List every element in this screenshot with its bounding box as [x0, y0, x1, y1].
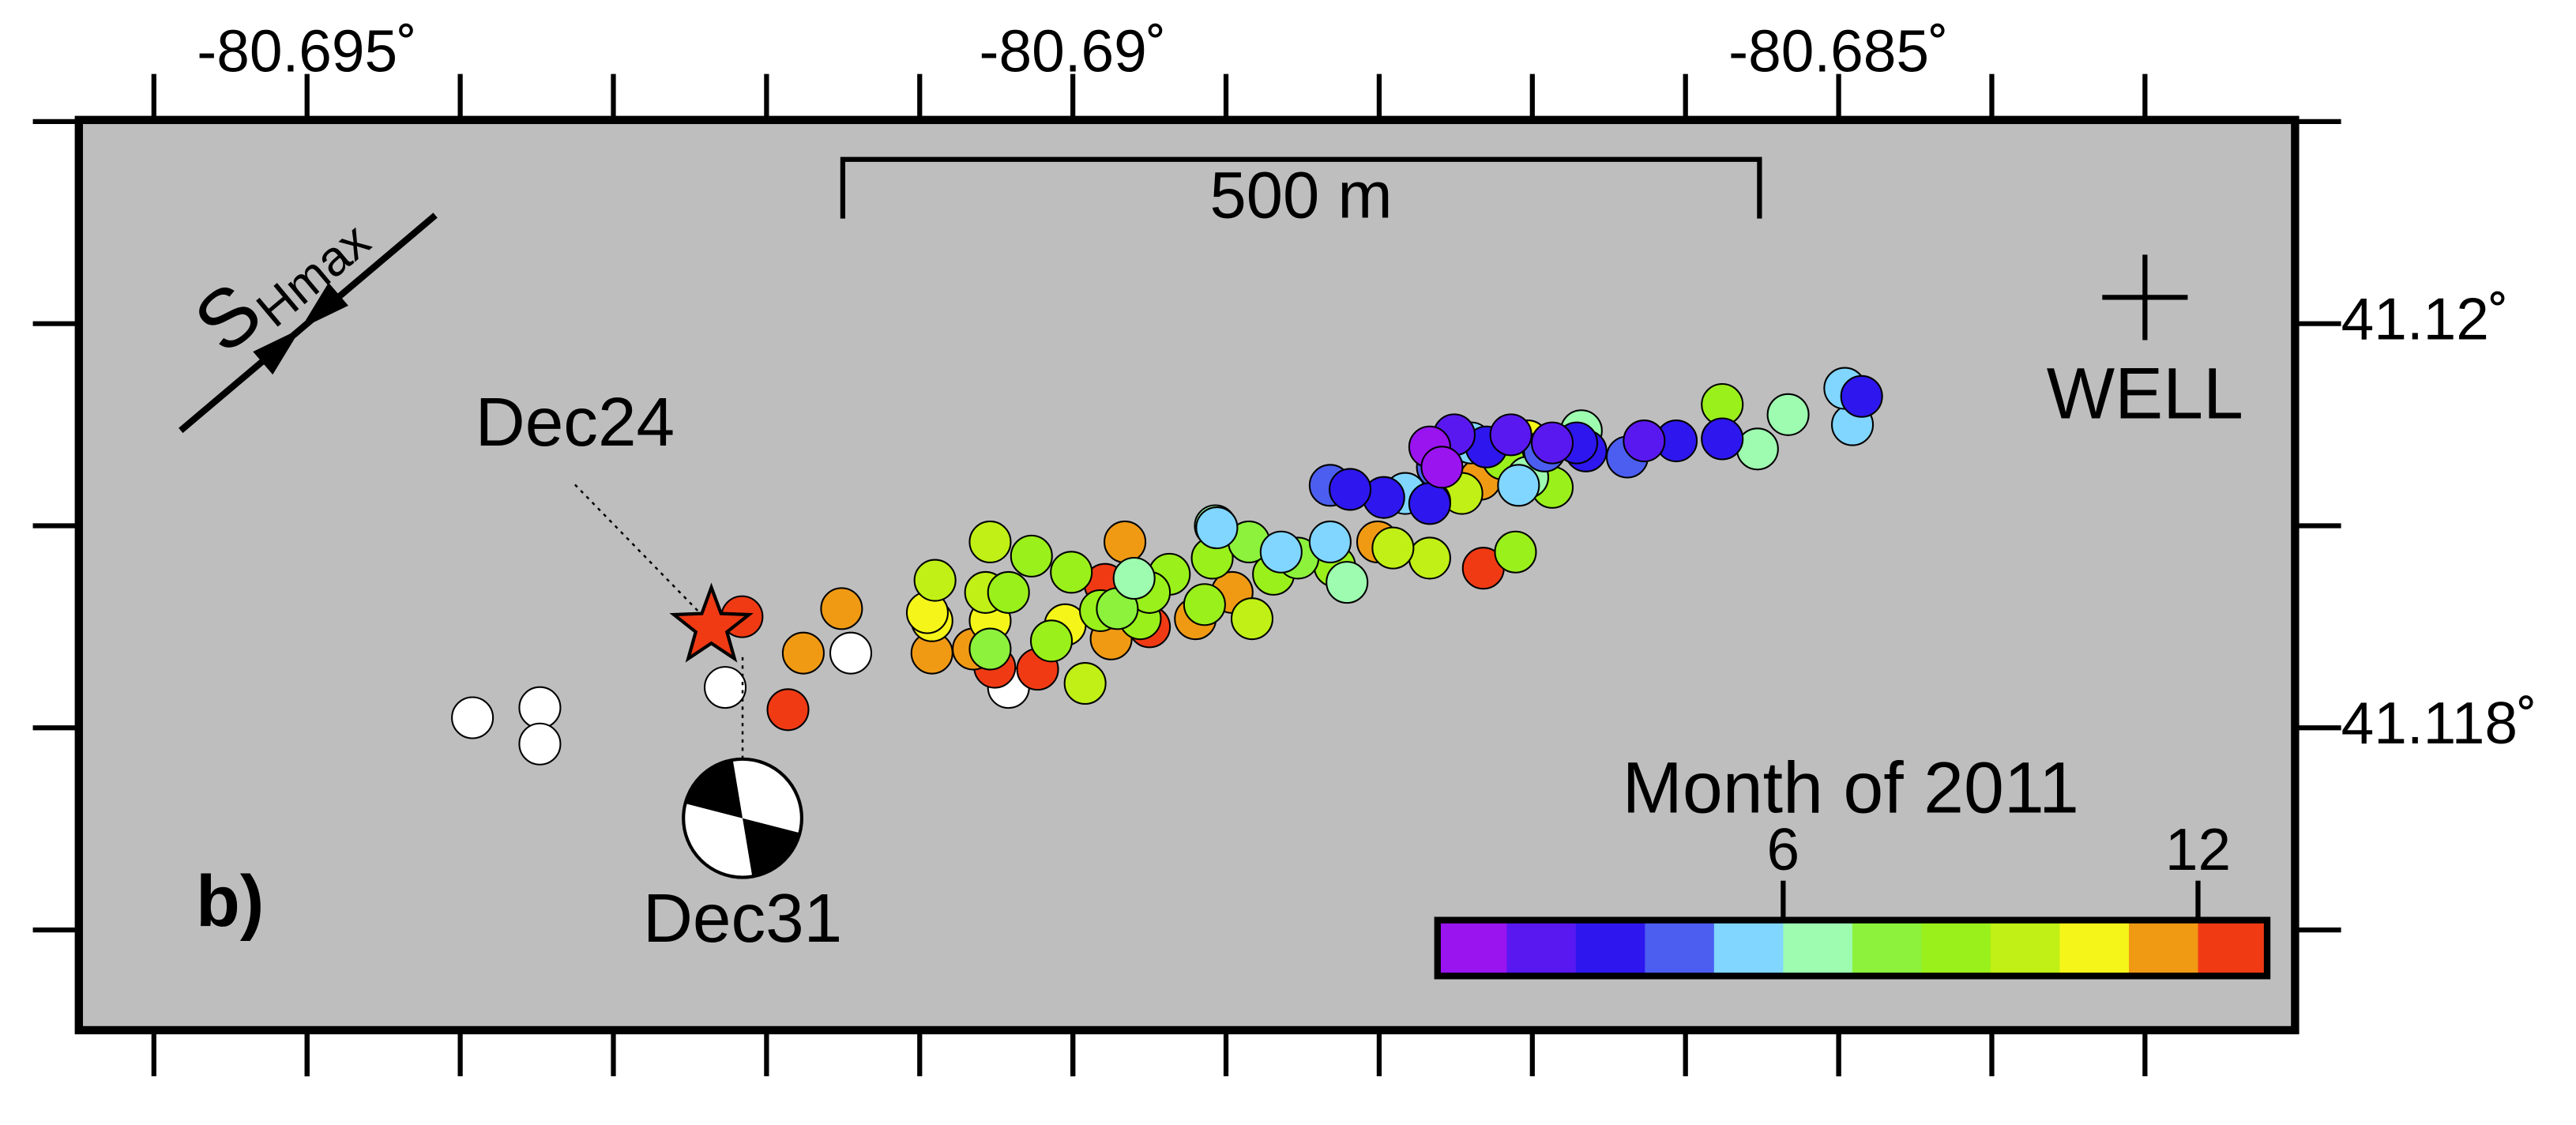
colorbar-cell: [1506, 920, 1577, 976]
event-point: [1230, 597, 1274, 641]
star-marker: [669, 582, 754, 663]
event-point: [1112, 556, 1156, 600]
colorbar-cell: [1645, 920, 1715, 976]
event-point: [1420, 446, 1464, 489]
colorbar-cell: [2128, 920, 2199, 976]
event-point: [518, 722, 562, 766]
event-point: [987, 570, 1030, 614]
event-point: [1063, 661, 1107, 705]
points-layer: [451, 367, 1883, 766]
overlay-layer: 6 12 Month of 2011 WELL: [1434, 254, 2271, 980]
event-point: [1766, 393, 1810, 436]
event-point: [451, 696, 495, 739]
event-point: [1530, 421, 1574, 465]
event-point: [1308, 520, 1352, 563]
colorbar-frame: [1434, 916, 2271, 980]
colorbar-cell: [1713, 920, 1784, 976]
event-point: [1489, 413, 1532, 457]
event-point: [1029, 619, 1074, 663]
event-point: [913, 559, 957, 602]
event-point: [1408, 482, 1451, 525]
event-point: [518, 686, 562, 729]
colorbar-title: Month of 2011: [1623, 748, 2079, 829]
colorbar-cell: [1437, 920, 1508, 976]
event-point: [1010, 534, 1053, 578]
colorbar-cell: [1575, 920, 1646, 976]
event-point: [1371, 526, 1415, 570]
event-point: [968, 520, 1012, 563]
event-point: [1840, 374, 1883, 418]
event-point: [1259, 530, 1303, 574]
colorbar-cell: [2059, 920, 2130, 976]
event-point: [766, 688, 810, 732]
event-point: [1623, 420, 1666, 463]
well-label: WELL: [2047, 354, 2243, 435]
star-label: Dec24: [476, 383, 675, 461]
colorbar-cell: [1783, 920, 1853, 976]
event-point: [1326, 561, 1369, 604]
event-point: [1701, 417, 1744, 461]
map-frame: [74, 115, 2300, 1035]
event-point: [968, 627, 1012, 671]
event-point: [829, 631, 873, 675]
event-point: [1104, 520, 1147, 563]
colorbar-tick-label: 12: [2165, 816, 2231, 882]
x-tick-label: -80.685˚: [1728, 17, 1949, 84]
x-tick-label: -80.69˚: [980, 17, 1167, 84]
event-point: [1329, 468, 1372, 511]
event-point: [1183, 583, 1226, 626]
colorbar-cell: [1852, 920, 1923, 976]
event-point: [820, 587, 863, 630]
event-point: [1050, 551, 1093, 594]
x-tick-label: -80.695˚: [197, 17, 417, 84]
colorbar-cell: [1990, 920, 2061, 976]
event-point: [1195, 506, 1239, 550]
scale-bar-label: 500 m: [1210, 159, 1393, 232]
focal-mechanism-label: Dec31: [643, 879, 842, 957]
event-point: [1408, 536, 1451, 580]
event-point: [781, 631, 825, 675]
focal-mechanism: [682, 757, 803, 879]
colorbar-cell: [1921, 920, 1991, 976]
event-point: [1494, 530, 1537, 574]
event-point: [703, 666, 747, 709]
colorbar-tick-label: 6: [1767, 816, 1800, 882]
y-tick-label: 41.12˚: [2341, 285, 2509, 352]
event-point: [1497, 464, 1540, 507]
panel-label: b): [196, 861, 264, 942]
y-tick-label: 41.118˚: [2341, 690, 2537, 756]
scale-bar: [840, 156, 1762, 219]
well-marker: [2102, 254, 2188, 341]
colorbar-cell: [2198, 920, 2269, 976]
